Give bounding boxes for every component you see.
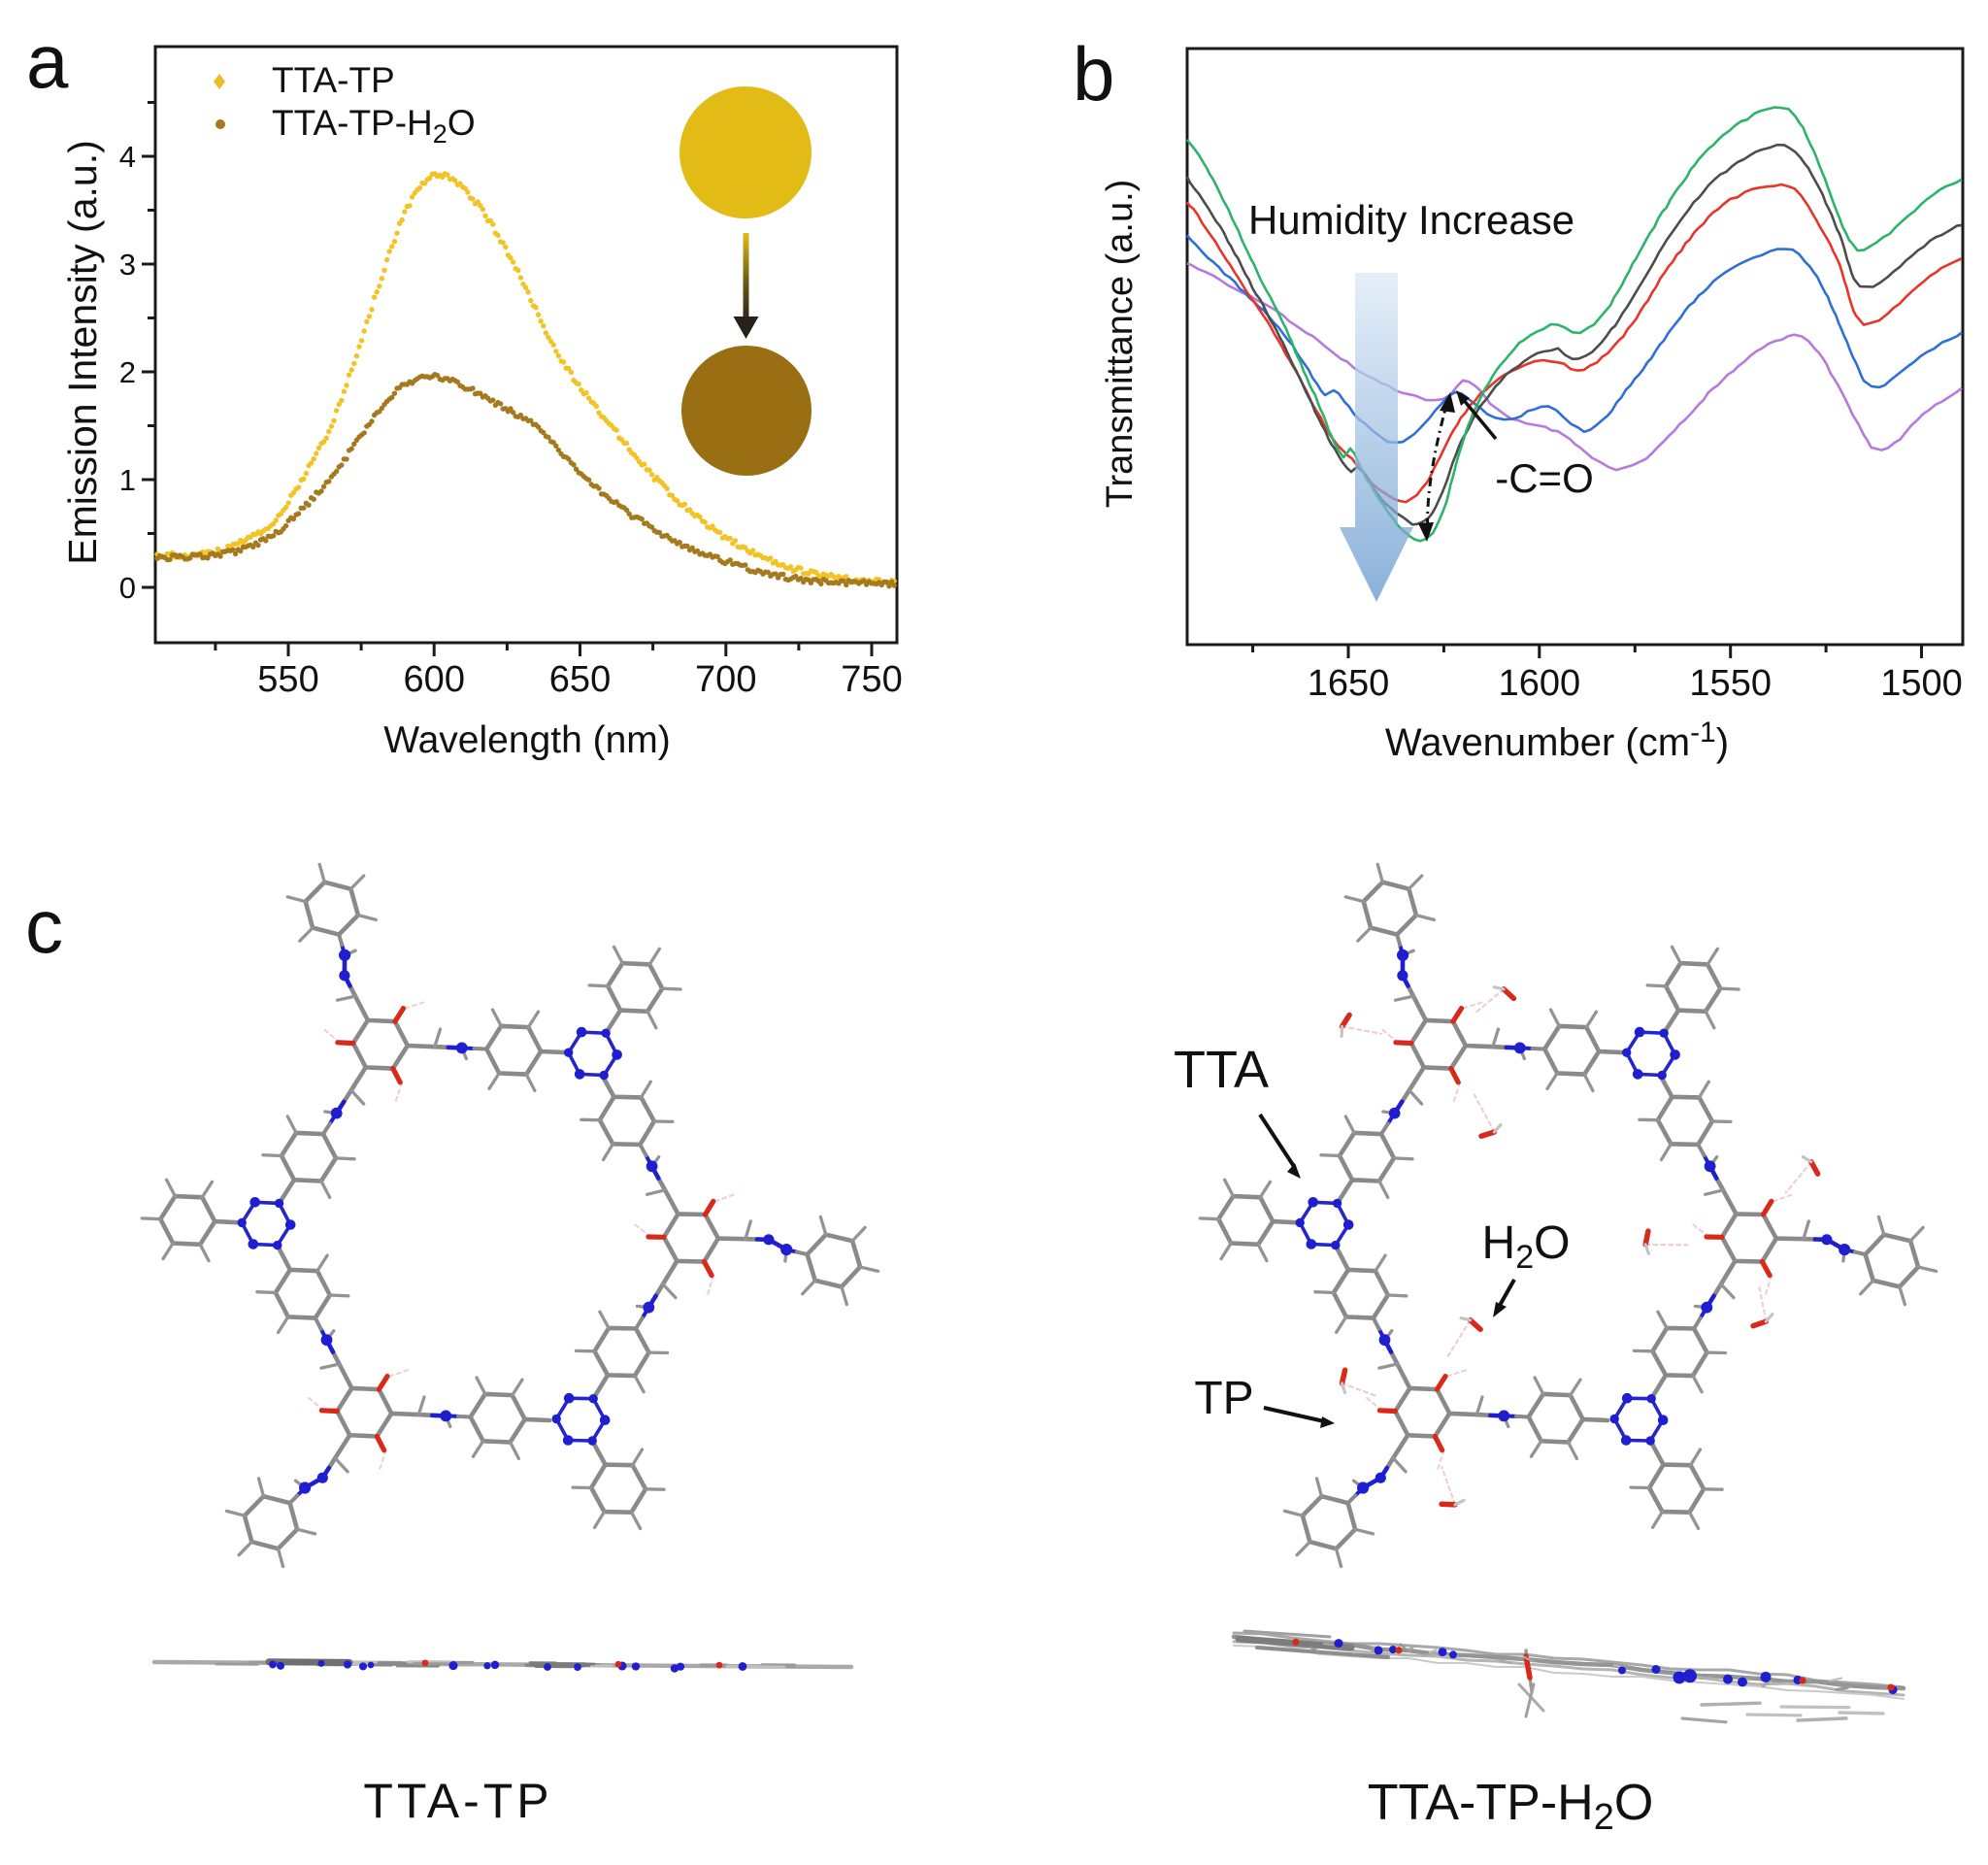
svg-text:a: a: [26, 18, 69, 104]
svg-text:Humidity Increase: Humidity Increase: [1248, 197, 1574, 243]
svg-text:b: b: [1073, 31, 1114, 117]
svg-text:Wavelength (nm): Wavelength (nm): [383, 719, 671, 761]
svg-text:650: 650: [549, 659, 611, 700]
svg-text:4: 4: [119, 140, 136, 174]
svg-text:600: 600: [404, 659, 465, 700]
svg-text:TTA-TP: TTA-TP: [363, 1774, 552, 1828]
svg-text:3: 3: [119, 248, 136, 282]
svg-text:700: 700: [695, 659, 756, 700]
svg-text:-C=O: -C=O: [1495, 455, 1594, 501]
svg-text:1650: 1650: [1308, 663, 1390, 704]
svg-text:0: 0: [119, 571, 136, 605]
svg-text:1: 1: [119, 463, 136, 497]
svg-text:TTA-TP: TTA-TP: [272, 60, 395, 100]
svg-text:Wavenumber (cm-1): Wavenumber (cm-1): [1385, 716, 1729, 764]
svg-text:1600: 1600: [1499, 663, 1581, 704]
svg-text:550: 550: [257, 659, 318, 700]
svg-text:1550: 1550: [1689, 663, 1772, 704]
svg-text:TP: TP: [1194, 1373, 1253, 1424]
svg-text:2: 2: [119, 355, 136, 389]
svg-text:750: 750: [841, 659, 902, 700]
svg-text:Emission Intensity (a.u.): Emission Intensity (a.u.): [60, 140, 105, 565]
svg-text:1500: 1500: [1880, 663, 1963, 704]
svg-text:TTA: TTA: [1174, 1041, 1269, 1099]
svg-text:Transmittance (a.u.): Transmittance (a.u.): [1100, 180, 1141, 509]
svg-text:c: c: [25, 883, 63, 969]
